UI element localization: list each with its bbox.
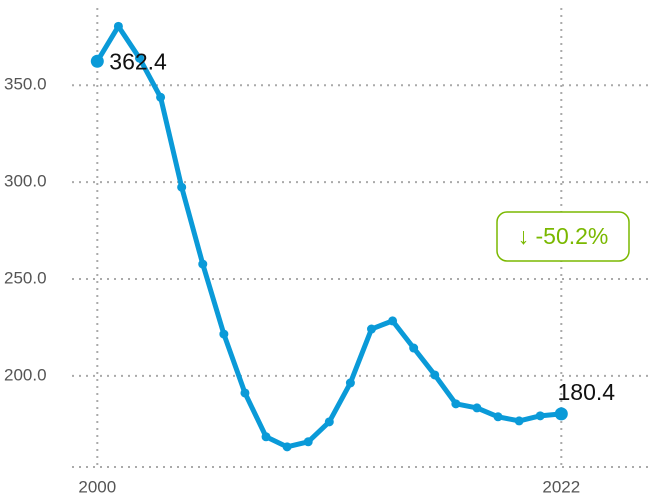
point <box>113 21 123 31</box>
point-label: 362.4 <box>109 48 167 74</box>
point <box>451 399 461 409</box>
line <box>95 23 562 450</box>
point <box>261 432 271 442</box>
point <box>535 411 545 421</box>
point <box>554 407 568 421</box>
point <box>134 53 144 63</box>
x-tick-label: 2022 <box>542 477 580 496</box>
point-label: 180.4 <box>558 379 616 405</box>
y-tick-label: 200.0 <box>4 365 47 384</box>
point <box>366 324 376 334</box>
point <box>388 316 398 326</box>
point <box>177 182 187 192</box>
point <box>156 92 166 102</box>
point <box>240 388 250 398</box>
point <box>345 378 355 388</box>
y-tick-label: 250.0 <box>4 269 47 288</box>
point <box>219 329 229 339</box>
x-tick-label: 2000 <box>78 477 116 496</box>
point <box>90 54 104 68</box>
point <box>198 259 208 269</box>
change-badge <box>496 211 630 262</box>
point <box>303 437 313 447</box>
change-label: ↓ -50.2% <box>518 223 609 249</box>
point <box>430 370 440 380</box>
point <box>409 343 419 353</box>
y-tick-label: 300.0 <box>4 172 47 191</box>
point <box>493 412 503 422</box>
point <box>514 416 524 426</box>
y-tick-label: 350.0 <box>4 75 47 94</box>
point <box>282 442 292 452</box>
point <box>472 403 482 413</box>
point <box>324 417 334 427</box>
